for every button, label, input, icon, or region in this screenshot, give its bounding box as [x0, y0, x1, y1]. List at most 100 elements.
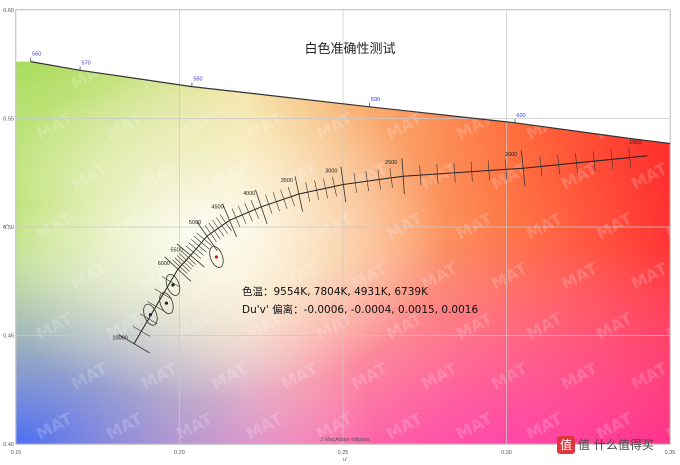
- iso-cct-tick: [294, 176, 304, 212]
- iso-cct-tick: [436, 163, 439, 184]
- iso-cct-tick: [204, 225, 217, 242]
- cct-label: 3500: [281, 178, 293, 184]
- iso-cct-tick: [539, 156, 543, 177]
- iso-cct-tick: [332, 176, 337, 197]
- macadam-ellipse: [143, 303, 158, 326]
- ellipse-legend-label: 3 MacAdam ellipses: [320, 437, 369, 443]
- x-tick-label: 0.25: [338, 450, 349, 456]
- iso-cct-tick: [193, 235, 210, 250]
- iso-cct-tick: [505, 159, 507, 180]
- cct-label: 4000: [243, 191, 255, 197]
- iso-cct-tick: [190, 239, 207, 253]
- iso-cct-tick: [238, 205, 247, 225]
- x-axis-ticks: 0.15 0.20 0.25 0.30 0.35: [11, 450, 676, 456]
- x-tick-label: 0.15: [11, 450, 22, 456]
- macadam-ellipse: [209, 246, 224, 268]
- iso-cct-tick: [628, 147, 631, 168]
- iso-cct-tick: [520, 150, 526, 187]
- wavelength-label: 600: [516, 113, 525, 119]
- iso-cct-tick: [377, 169, 381, 190]
- measurement-point: [214, 255, 219, 259]
- iso-cct-tick: [164, 256, 192, 282]
- iso-cct-tick: [154, 288, 173, 300]
- watermark-text: MAT: [663, 109, 680, 144]
- iso-cct-tick: [272, 192, 280, 212]
- iso-cct-tick: [244, 202, 253, 222]
- watermark-text: MAT: [663, 409, 680, 444]
- iso-cct-tick: [132, 325, 151, 337]
- cct-label: 4500: [211, 204, 223, 210]
- iso-cct-tick: [196, 232, 213, 247]
- iso-cct-tick: [419, 165, 422, 186]
- iso-cct-tick: [401, 158, 405, 195]
- iso-cct-tick: [250, 200, 260, 219]
- measurement-point: [148, 313, 152, 317]
- svg-text:值: 值: [560, 437, 572, 452]
- x-axis-label: u': [343, 457, 347, 463]
- cct-label: 1500: [629, 140, 641, 146]
- iso-cct-tick: [176, 255, 192, 270]
- iso-cct-tick: [280, 189, 288, 209]
- macadam-ellipse: [159, 292, 174, 315]
- iso-cct-tick: [188, 242, 204, 256]
- cct-labels: 10000 6000 5500 5000 4500 4000 3500 3000 2500 200…: [112, 140, 641, 342]
- macadam-ellipse: [165, 274, 181, 296]
- iso-cct-tick: [453, 162, 456, 183]
- wavelength-label: 570: [81, 60, 90, 66]
- y-tick-label: 0.40: [3, 442, 14, 448]
- annotation-duv: Du'v' 偏离：-0.0006, -0.0004, 0.0015, 0.001…: [242, 303, 478, 316]
- x-tick-label: 0.30: [501, 450, 512, 456]
- iso-cct-tick: [172, 259, 188, 274]
- y-tick-label: 0.60: [3, 8, 14, 14]
- iso-cct-tick: [287, 187, 295, 207]
- iso-cct-tick: [255, 189, 268, 224]
- chart-title: 白色准确性测试: [304, 41, 395, 57]
- iso-cct-tick: [208, 222, 221, 240]
- iso-cct-tick: [592, 151, 596, 172]
- iso-cct-tick: [212, 219, 225, 237]
- iso-cct-tick: [487, 160, 490, 181]
- x-tick-label: 0.35: [665, 450, 676, 456]
- iso-cct-tick: [610, 149, 614, 170]
- iso-cct-tick: [365, 171, 369, 192]
- iso-cct-tick: [118, 334, 150, 354]
- y-tick-label: 0.50: [3, 225, 14, 231]
- y-axis-label: v': [4, 224, 8, 230]
- grid: [16, 10, 670, 444]
- iso-cct-tick: [470, 161, 473, 182]
- iso-cct-tick: [180, 250, 197, 265]
- watermark-text: MAT: [663, 209, 680, 244]
- iso-cct-tick: [185, 245, 202, 259]
- iso-cct-tick: [575, 152, 578, 173]
- iso-cct-tick: [174, 257, 190, 272]
- iso-cct-tick: [557, 154, 560, 175]
- iso-cct-tick: [265, 194, 273, 214]
- annotation-cct: 色温：9554K, 7804K, 4931K, 6739K: [242, 285, 429, 298]
- y-tick-label: 0.55: [3, 117, 14, 123]
- x-tick-label: 0.20: [174, 450, 185, 456]
- cct-label: 2000: [505, 152, 517, 158]
- cct-label: 5500: [170, 247, 182, 253]
- site-logo: 值: [557, 436, 575, 454]
- y-tick-label: 0.45: [3, 334, 14, 340]
- y-axis-ticks: 0.40 0.45 0.50 0.55 0.60: [3, 8, 14, 448]
- watermark-text: MAT: [663, 309, 680, 344]
- site-branding-text: 值 什么值得买: [578, 437, 654, 452]
- measurement-point: [164, 301, 169, 305]
- cct-label: 2500: [385, 160, 397, 166]
- iso-cct-tick: [340, 166, 347, 203]
- macadam-ellipses: [143, 246, 224, 326]
- cct-label: 6000: [158, 261, 170, 267]
- wavelength-label: 580: [193, 77, 202, 83]
- iso-cct-tick: [161, 276, 180, 287]
- iso-cct-tick: [222, 203, 237, 238]
- cct-label: 3000: [325, 168, 337, 174]
- iso-cct-tick: [176, 243, 205, 268]
- iso-cct-tick: [178, 252, 194, 268]
- watermark-text: MAT: [663, 9, 680, 44]
- iso-cct-tick: [305, 182, 311, 202]
- measurement-point: [171, 283, 175, 287]
- wavelength-label: 590: [371, 97, 380, 103]
- iso-cct-tick: [219, 214, 232, 232]
